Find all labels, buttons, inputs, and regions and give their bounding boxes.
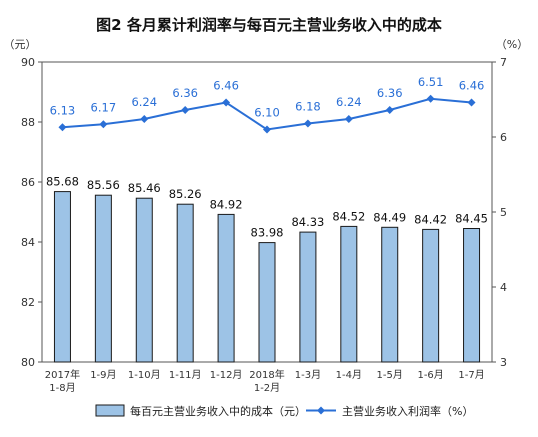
line-point xyxy=(222,98,231,107)
bar xyxy=(340,225,358,363)
line-value-label: 6.13 xyxy=(50,103,76,117)
line-value-label: 6.17 xyxy=(91,100,117,114)
bar-value-label: 84.49 xyxy=(373,210,406,224)
chart-title: 图2 各月累计利润率与每百元主营业务收入中的成本 xyxy=(96,16,442,34)
x-tick-label: 1-5月 xyxy=(377,369,403,381)
x-tick-label: 1-6月 xyxy=(417,369,443,381)
bar-value-label: 84.33 xyxy=(291,215,324,229)
line-point xyxy=(181,106,190,114)
line-value-label: 6.24 xyxy=(336,95,362,109)
x-tick-label: 1-12月 xyxy=(210,369,243,381)
x-tick-label: 1-4月 xyxy=(336,369,362,381)
right-axis-unit: （%） xyxy=(496,38,528,51)
right-tick-label: 3 xyxy=(500,356,507,369)
bar-value-label: 85.68 xyxy=(46,175,79,189)
line-value-label: 6.18 xyxy=(295,100,321,114)
left-tick-label: 86 xyxy=(21,176,35,189)
left-tick-label: 84 xyxy=(21,236,35,249)
line-point xyxy=(263,125,271,134)
line-point xyxy=(303,119,312,128)
line-value-label: 6.36 xyxy=(172,86,198,100)
bar xyxy=(422,228,440,363)
right-tick-label: 4 xyxy=(500,281,507,294)
bar xyxy=(94,194,112,363)
bar-value-label: 84.42 xyxy=(414,212,447,226)
x-tick-label: 2017年 xyxy=(45,368,80,381)
left-tick-label: 82 xyxy=(21,296,35,309)
bar-value-label: 84.92 xyxy=(210,197,243,211)
x-tick-label: 1-8月 xyxy=(49,382,75,394)
x-tick-label: 1-11月 xyxy=(169,369,202,381)
line-value-label: 6.46 xyxy=(213,79,239,93)
bar-value-label: 85.46 xyxy=(128,181,161,195)
bar xyxy=(381,226,399,363)
line-point xyxy=(58,123,67,132)
legend-line-label: 主营业务收入利润率（%） xyxy=(342,404,473,418)
right-tick-label: 5 xyxy=(500,206,507,219)
bar xyxy=(299,231,317,363)
line-value-label: 6.36 xyxy=(377,86,403,100)
bar xyxy=(217,213,235,363)
x-tick-label: 1-3月 xyxy=(295,369,321,381)
x-tick-label: 2018年 xyxy=(249,368,284,381)
bar xyxy=(53,191,71,363)
left-tick-label: 80 xyxy=(21,356,35,369)
x-tick-label: 1-9月 xyxy=(90,369,116,381)
x-tick-label: 1-7月 xyxy=(458,369,484,381)
line-point xyxy=(426,94,435,103)
line-point xyxy=(344,115,353,123)
legend-bar-label: 每百元主营业务收入中的成本（元） xyxy=(130,404,306,418)
right-tick-label: 7 xyxy=(500,56,507,69)
line-value-label: 6.51 xyxy=(418,75,444,89)
left-axis-unit: （元） xyxy=(4,38,37,51)
bar xyxy=(176,203,194,363)
legend-line-marker xyxy=(317,406,325,415)
bar xyxy=(463,228,481,363)
x-tick-label: 1-10月 xyxy=(128,369,161,381)
x-tick-label: 1-2月 xyxy=(254,382,280,394)
bar xyxy=(258,242,276,363)
line-point xyxy=(99,120,108,129)
bar xyxy=(135,197,153,363)
legend: 每百元主营业务收入中的成本（元） 主营业务收入利润率（%） xyxy=(95,404,473,418)
data-labels: 85.68 85.56 85.46 85.26 84.92 83.98 84.33 84.52… xyxy=(46,75,488,240)
bar-series xyxy=(53,191,481,363)
bar-value-label: 85.56 xyxy=(87,178,120,192)
left-tick-label: 90 xyxy=(21,56,35,69)
left-tick-label: 88 xyxy=(21,116,35,129)
bar-value-label: 83.98 xyxy=(251,226,284,240)
line-point xyxy=(467,98,476,107)
bar-value-label: 84.52 xyxy=(332,209,365,223)
line-value-label: 6.24 xyxy=(131,95,157,109)
legend-bar-swatch xyxy=(95,404,125,417)
line-point xyxy=(385,106,394,114)
line-point xyxy=(140,115,149,123)
line-series xyxy=(58,94,476,134)
line-value-label: 6.46 xyxy=(459,79,485,93)
line-value-label: 6.10 xyxy=(254,106,280,120)
bar-value-label: 85.26 xyxy=(169,187,202,201)
right-tick-label: 6 xyxy=(500,131,507,144)
bar-value-label: 84.45 xyxy=(455,212,488,226)
